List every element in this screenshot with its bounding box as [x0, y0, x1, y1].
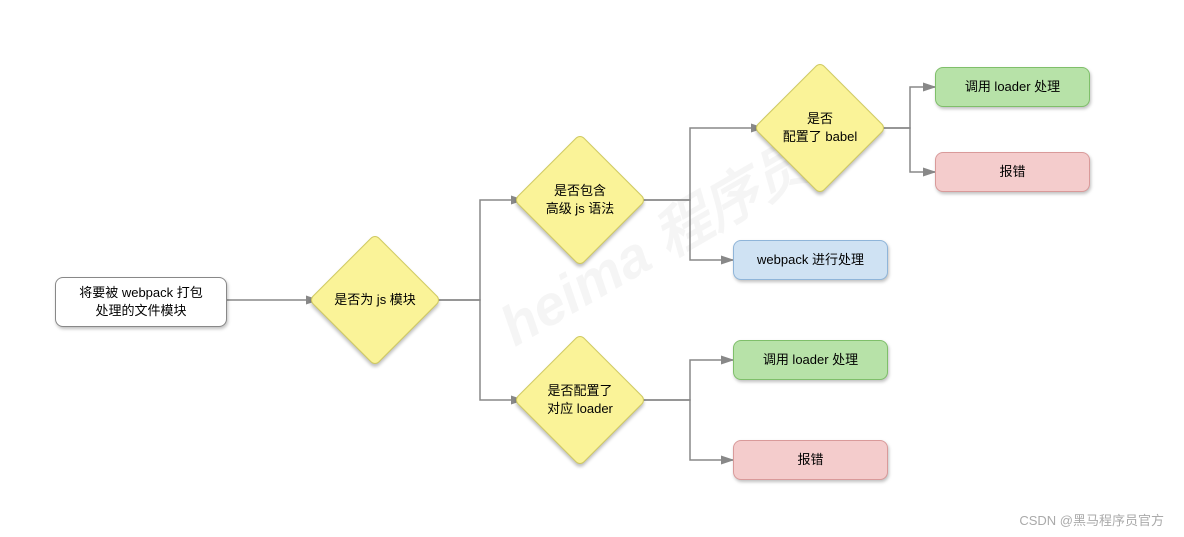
label: 是否配置了 babel — [754, 110, 886, 146]
decision-advanced-js: 是否包含高级 js 语法 — [533, 153, 627, 247]
decision-babel: 是否配置了 babel — [773, 81, 867, 175]
node-webpack-process: webpack 进行处理 — [733, 240, 888, 280]
node-error-2: 报错 — [733, 440, 888, 480]
label: 调用 loader 处理 — [763, 351, 858, 369]
label: 报错 — [999, 163, 1025, 181]
decision-loader: 是否配置了对应 loader — [533, 353, 627, 447]
label: 调用 loader 处理 — [965, 78, 1060, 96]
label: 报错 — [797, 451, 823, 469]
label: 是否包含高级 js 语法 — [514, 182, 646, 218]
node-start: 将要被 webpack 打包处理的文件模块 — [55, 277, 227, 327]
node-error-1: 报错 — [935, 152, 1090, 192]
label: 将要被 webpack 打包处理的文件模块 — [79, 284, 203, 320]
label: 是否配置了对应 loader — [514, 382, 646, 418]
node-call-loader-1: 调用 loader 处理 — [935, 67, 1090, 107]
label: webpack 进行处理 — [757, 251, 864, 269]
attribution: CSDN @黑马程序员官方 — [1019, 510, 1164, 529]
label: 是否为 js 模块 — [309, 291, 441, 309]
node-call-loader-2: 调用 loader 处理 — [733, 340, 888, 380]
decision-is-js: 是否为 js 模块 — [328, 253, 422, 347]
